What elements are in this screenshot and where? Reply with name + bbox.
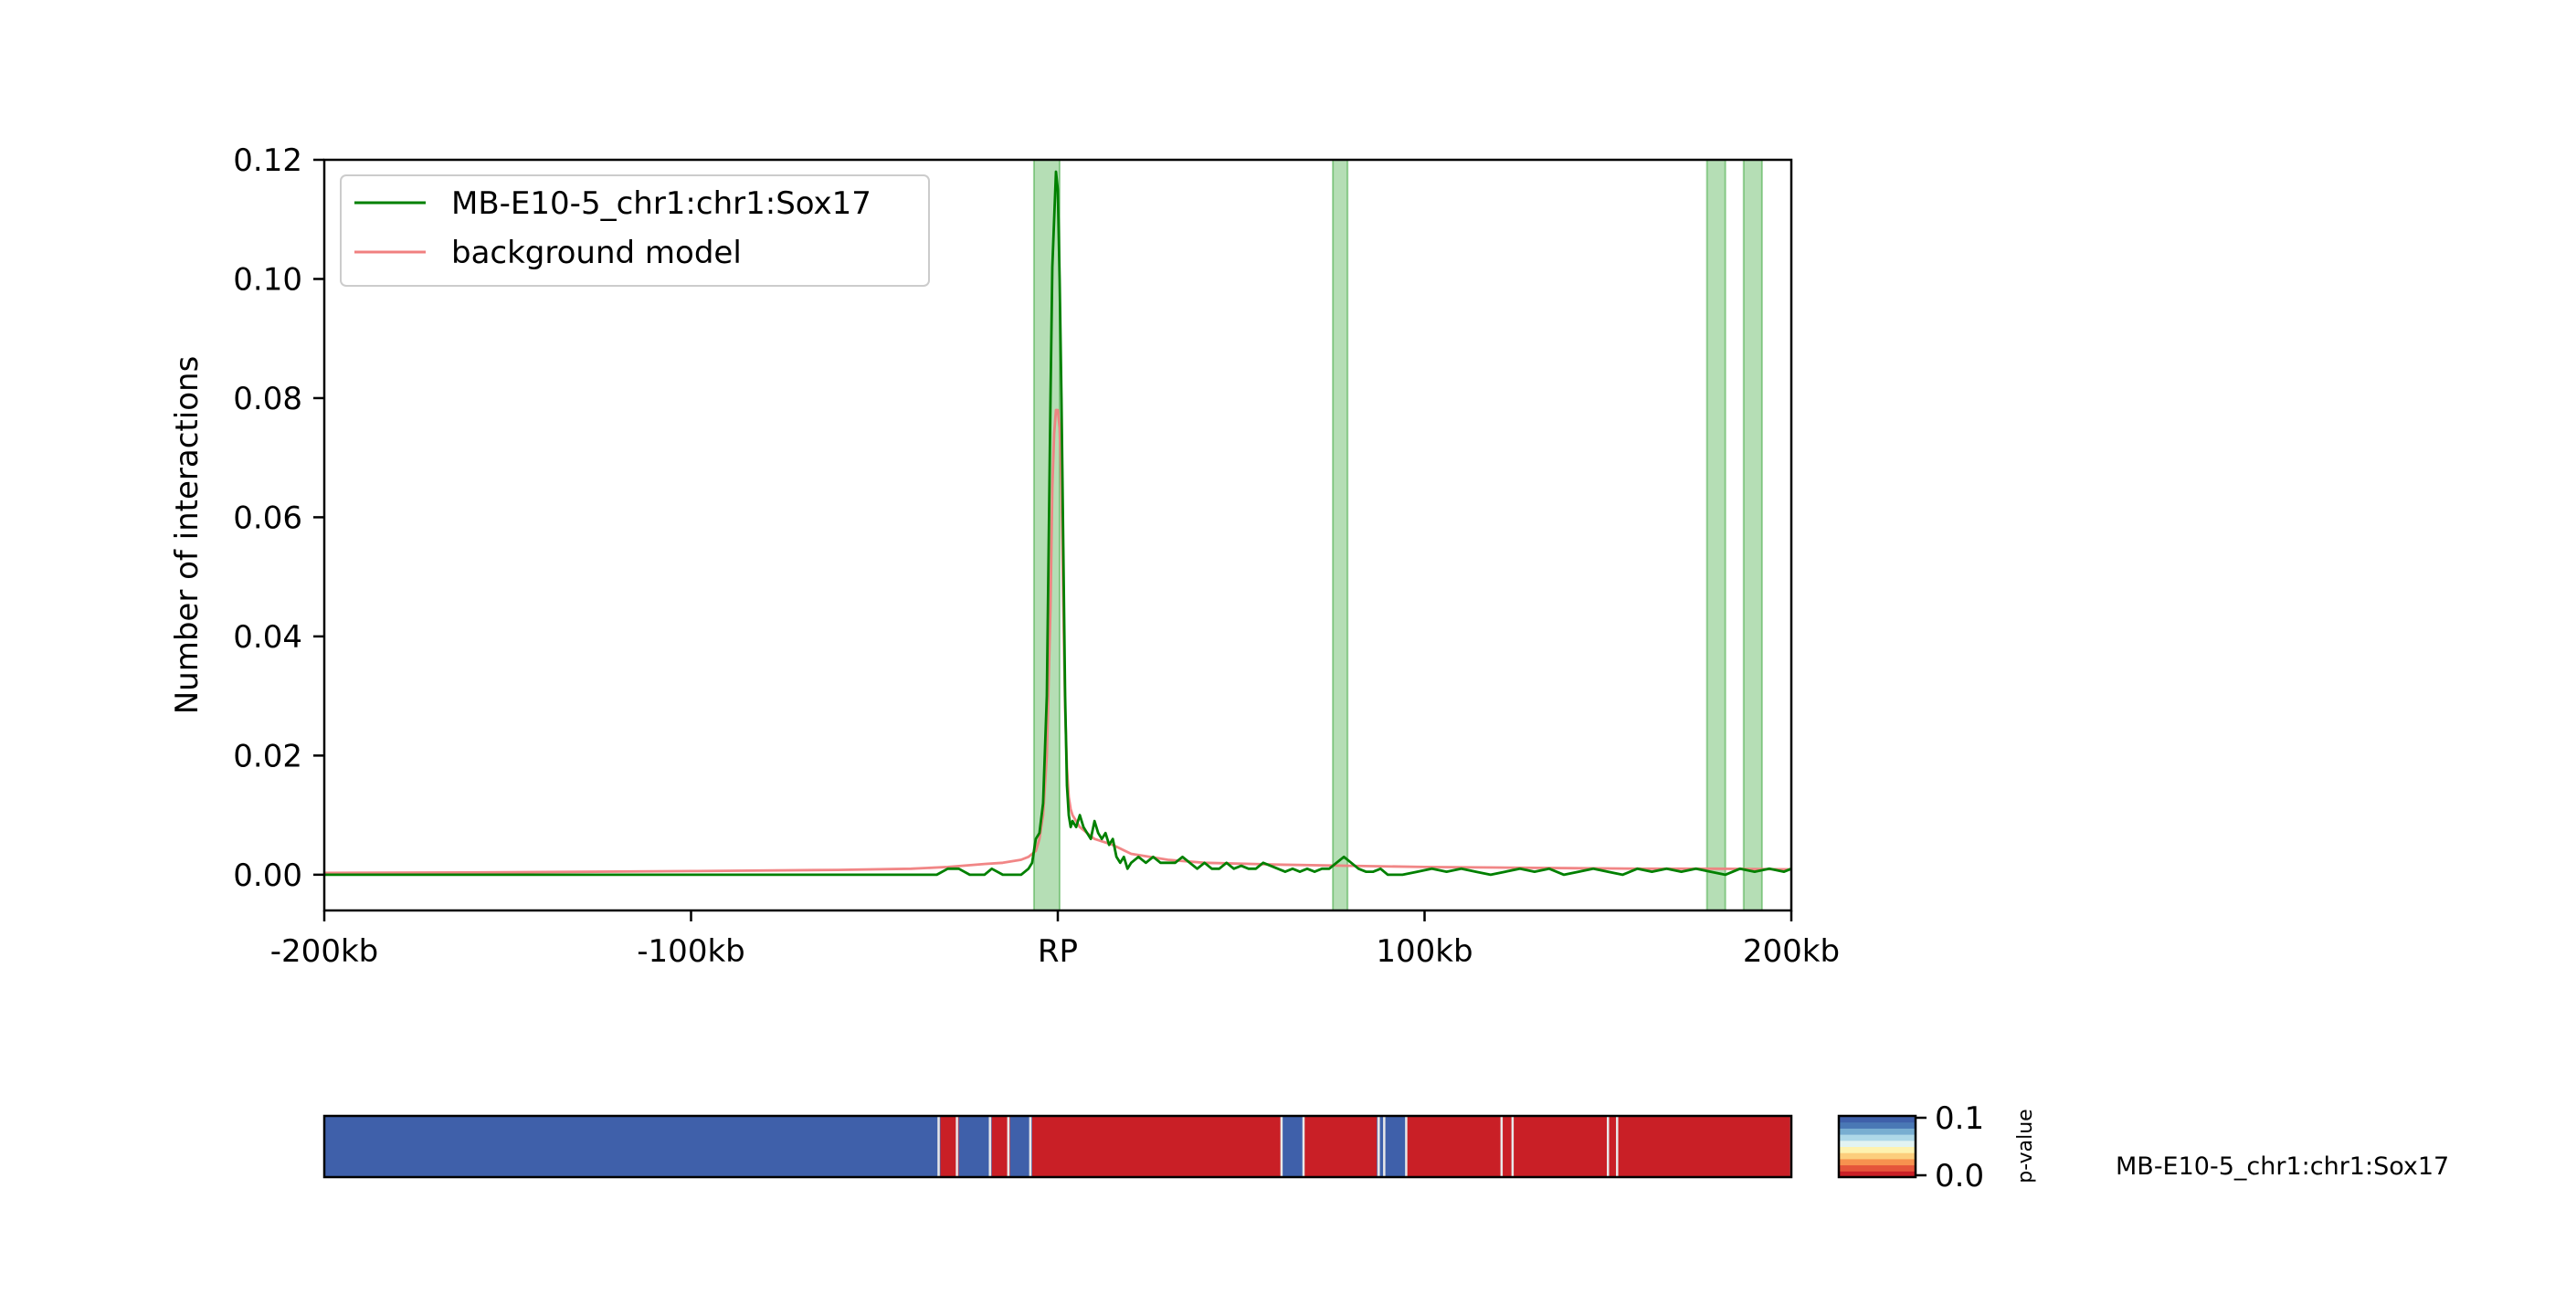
pvalue-segment-2 (958, 1116, 992, 1177)
y-axis-label: Number of interactions (169, 356, 206, 715)
pvalue-separators (937, 1116, 1793, 1177)
series-line-sample (324, 170, 1791, 877)
y-tick-label-0: 0.00 (233, 857, 302, 894)
colorbar-bands (1839, 1116, 1916, 1178)
pvalue-colorbar: 0.1 0.0 p-value (1837, 1100, 2037, 1194)
legend-label-sample: MB-E10-5_chr1:chr1:Sox17 (451, 185, 871, 222)
pvalue-segment-7 (1304, 1116, 1378, 1177)
highlight-regions (1032, 160, 1763, 910)
y-tick-label-3: 0.06 (233, 500, 302, 536)
highlight-region-1 (1332, 160, 1349, 910)
pvalue-segment-1 (940, 1116, 959, 1177)
pvalue-segment-8 (1377, 1116, 1407, 1177)
track-label: MB-E10-5_chr1:chr1:Sox17 (2116, 1152, 2449, 1181)
colorbar-band-4 (1839, 1146, 1916, 1153)
legend-frame (340, 174, 930, 287)
colorbar-label: p-value (2014, 1109, 2037, 1183)
colorbar-band-8 (1839, 1121, 1916, 1129)
colorbar-band-7 (1839, 1128, 1916, 1135)
x-tick-label-4: 200kb (1743, 933, 1840, 970)
interaction-plot: -200kb -100kb RP 100kb 200kb 0.000.020.040.0… (169, 142, 1840, 970)
pvalue-track (322, 1114, 1793, 1179)
x-tick-label-0: -200kb (270, 933, 378, 970)
highlight-region-2 (1705, 160, 1726, 910)
legend: MB-E10-5_chr1:chr1:Sox17 background mode… (340, 174, 930, 287)
x-axis: -200kb -100kb RP 100kb 200kb (270, 910, 1840, 970)
colorbar-band-5 (1839, 1140, 1916, 1147)
colorbar-band-6 (1839, 1134, 1916, 1141)
pvalue-segment-0 (324, 1116, 941, 1177)
pvalue-segment-6 (1281, 1116, 1304, 1177)
x-tick-label-2: RP (1038, 933, 1078, 970)
colorbar-tick-label-bottom: 0.0 (1935, 1158, 1984, 1194)
colorbar-band-1 (1839, 1164, 1916, 1172)
colorbar-tick-label-top: 0.1 (1935, 1100, 1984, 1137)
pvalue-segment-9 (1406, 1116, 1791, 1177)
pvalue-segment-3 (991, 1116, 1010, 1177)
legend-label-background: background model (451, 235, 742, 271)
colorbar-band-9 (1839, 1116, 1916, 1123)
y-tick-label-6: 0.12 (233, 142, 302, 179)
pvalue-segment-5 (1031, 1116, 1282, 1177)
x-tick-label-3: 100kb (1376, 933, 1473, 970)
track-frame (322, 1114, 1793, 1179)
x-tick-label-1: -100kb (637, 933, 744, 970)
y-tick-label-1: 0.02 (233, 738, 302, 774)
pvalue-segment-4 (1009, 1116, 1032, 1177)
colorbar-band-2 (1839, 1158, 1916, 1166)
colorbar-band-0 (1839, 1171, 1916, 1178)
pvalue-segments (324, 1116, 1791, 1177)
highlight-region-3 (1742, 160, 1763, 910)
colorbar-band-3 (1839, 1152, 1916, 1160)
y-axis: 0.00 0.02 0.04 0.06 0.08 0.10 0.12 (233, 142, 324, 894)
colorbar-frame (1837, 1114, 1917, 1179)
y-tick-label-4: 0.08 (233, 381, 302, 417)
y-tick-label-2: 0.04 (233, 619, 302, 656)
series-lines (324, 170, 1791, 877)
highlight-region-0 (1032, 160, 1061, 910)
y-tick-label-5: 0.10 (233, 261, 302, 298)
